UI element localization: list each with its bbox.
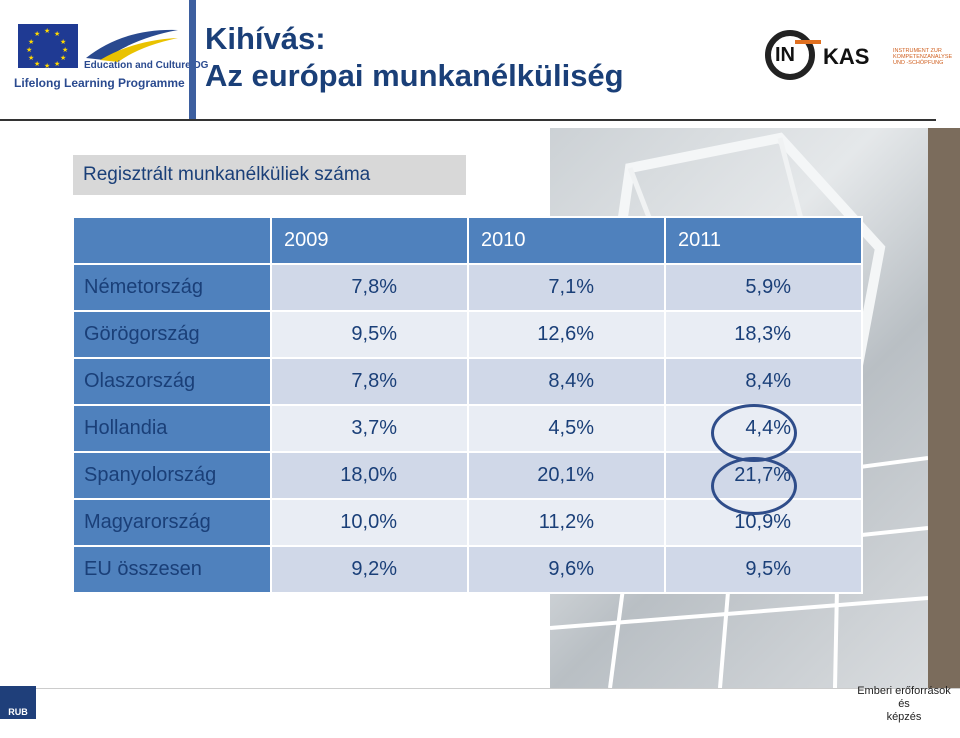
inkas-arrow-icon: [795, 40, 821, 44]
value-cell: 11,2%: [467, 498, 666, 547]
inkas-subtitle: INSTRUMENT ZUR KOMPETENZANALYSE UND -SCH…: [893, 48, 953, 66]
title-line-1: Kihívás:: [205, 21, 326, 56]
title-line-2: Az európai munkanélküliség: [205, 58, 624, 93]
value-cell: 9,2%: [270, 545, 469, 594]
title-accent-bar: [189, 0, 196, 120]
value-cell: 5,9%: [664, 263, 863, 312]
country-cell: Hollandia: [72, 404, 272, 453]
eu-lifelong-learning-logo: ★ ★ ★ ★ ★ ★ ★ ★ ★ ★ ★ ★ Education and Cu…: [10, 18, 208, 98]
header-divider: [0, 119, 936, 121]
table-header-row: 2009 2010 2011: [72, 216, 863, 265]
table-row: Olaszország 7,8% 8,4% 8,4%: [72, 357, 863, 406]
value-cell: 9,5%: [664, 545, 863, 594]
year-header: 2009: [270, 216, 469, 265]
value-cell: 20,1%: [467, 451, 666, 500]
inkas-ring-icon: [765, 30, 815, 80]
country-cell: Magyarország: [72, 498, 272, 547]
background-strip: [928, 128, 960, 688]
value-cell: 3,7%: [270, 404, 469, 453]
country-cell: EU összesen: [72, 545, 272, 594]
country-cell: Németország: [72, 263, 272, 312]
value-cell: 7,1%: [467, 263, 666, 312]
eu-flag-icon: ★ ★ ★ ★ ★ ★ ★ ★ ★ ★ ★ ★: [18, 24, 78, 70]
value-cell: 7,8%: [270, 263, 469, 312]
value-cell: 9,5%: [270, 310, 469, 359]
country-cell: Spanyolország: [72, 451, 272, 500]
year-header: 2011: [664, 216, 863, 265]
inkas-in-label: IN: [775, 44, 795, 66]
value-cell: 8,4%: [664, 357, 863, 406]
inkas-kas-label: KAS: [823, 44, 870, 69]
table-row: Németország 7,8% 7,1% 5,9%: [72, 263, 863, 312]
rub-logo: RUB: [0, 686, 36, 719]
dg-swoosh-icon: [86, 29, 178, 62]
header-empty-cell: [72, 216, 272, 265]
value-cell: 9,6%: [467, 545, 666, 594]
table-subtitle: Regisztrált munkanélküliek száma: [73, 155, 466, 195]
dg-label: Education and Culture DG: [84, 60, 209, 71]
value-cell: 18,0%: [270, 451, 469, 500]
footer-divider: [36, 688, 960, 689]
highlight-ellipse-hollandia: [711, 404, 797, 462]
country-cell: Görögország: [72, 310, 272, 359]
footer-caption: Emberi erőforrások és képzés: [857, 685, 951, 723]
value-cell: 12,6%: [467, 310, 666, 359]
value-cell: 7,8%: [270, 357, 469, 406]
country-cell: Olaszország: [72, 357, 272, 406]
page-title: Kihívás: Az európai munkanélküliség: [205, 20, 624, 94]
value-cell: 10,0%: [270, 498, 469, 547]
inkas-logo: IN KAS INSTRUMENT ZUR KOMPETENZANALYSE U…: [765, 30, 955, 90]
value-cell: 4,5%: [467, 404, 666, 453]
table-row: Hollandia 3,7% 4,5% 4,4%: [72, 404, 863, 453]
value-cell: 8,4%: [467, 357, 666, 406]
highlight-ellipse-spanyolorszag: [711, 457, 797, 515]
year-header: 2010: [467, 216, 666, 265]
table-row: Görögország 9,5% 12,6% 18,3%: [72, 310, 863, 359]
value-cell: 18,3%: [664, 310, 863, 359]
programme-label: Lifelong Learning Programme: [14, 76, 185, 90]
table-row: EU összesen 9,2% 9,6% 9,5%: [72, 545, 863, 594]
